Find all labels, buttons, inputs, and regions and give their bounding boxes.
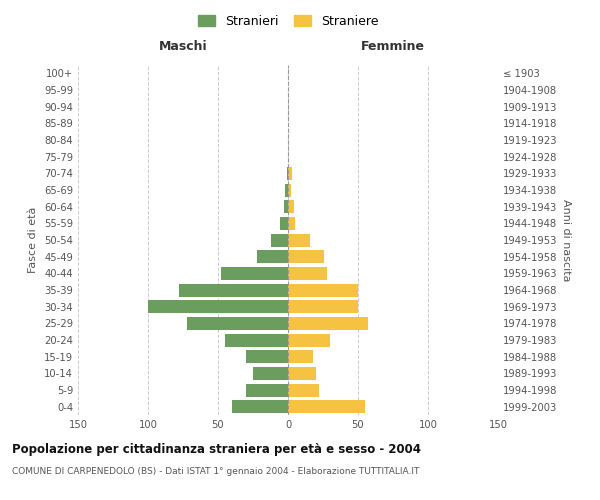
Legend: Stranieri, Straniere: Stranieri, Straniere xyxy=(194,11,382,32)
Y-axis label: Fasce di età: Fasce di età xyxy=(28,207,38,273)
Bar xyxy=(288,334,330,346)
Bar xyxy=(148,300,288,313)
Bar xyxy=(257,250,288,263)
Bar xyxy=(285,184,288,196)
Bar xyxy=(288,267,327,280)
Bar xyxy=(232,400,288,413)
Bar xyxy=(179,284,288,296)
Bar xyxy=(187,317,288,330)
Bar xyxy=(288,167,292,180)
Bar xyxy=(288,284,358,296)
Bar xyxy=(288,217,295,230)
Bar xyxy=(288,317,368,330)
Bar xyxy=(288,350,313,363)
Bar xyxy=(287,167,288,180)
Bar xyxy=(284,200,288,213)
Bar xyxy=(288,400,365,413)
Bar xyxy=(280,217,288,230)
Bar xyxy=(288,184,291,196)
Bar xyxy=(246,350,288,363)
Text: COMUNE DI CARPENEDOLO (BS) - Dati ISTAT 1° gennaio 2004 - Elaborazione TUTTITALI: COMUNE DI CARPENEDOLO (BS) - Dati ISTAT … xyxy=(12,468,419,476)
Bar xyxy=(246,384,288,396)
Bar xyxy=(288,384,319,396)
Bar xyxy=(288,234,310,246)
Bar xyxy=(271,234,288,246)
Text: Maschi: Maschi xyxy=(158,40,208,54)
Bar xyxy=(225,334,288,346)
Bar xyxy=(253,367,288,380)
Bar xyxy=(288,367,316,380)
Bar xyxy=(288,250,325,263)
Y-axis label: Anni di nascita: Anni di nascita xyxy=(561,198,571,281)
Bar xyxy=(221,267,288,280)
Text: Popolazione per cittadinanza straniera per età e sesso - 2004: Popolazione per cittadinanza straniera p… xyxy=(12,442,421,456)
Bar xyxy=(288,300,358,313)
Bar xyxy=(288,200,293,213)
Text: Femmine: Femmine xyxy=(361,40,425,54)
